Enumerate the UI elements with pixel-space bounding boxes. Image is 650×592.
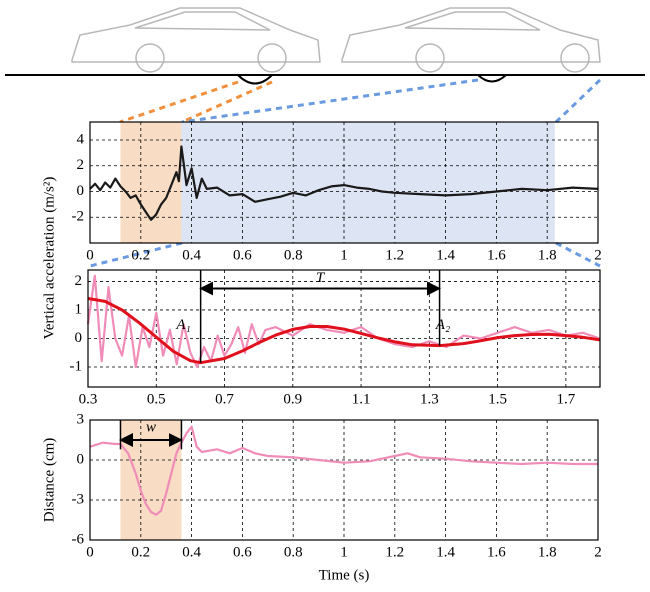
y-tick-label: 2	[75, 273, 83, 289]
annotation: T	[316, 270, 326, 286]
x-tick-label: 1.8	[538, 544, 557, 560]
x-tick-label: 0.2	[131, 247, 150, 263]
y-tick-label: -2	[72, 209, 85, 225]
x-tick-label: 0.5	[147, 391, 166, 407]
x-tick-label: 1.6	[487, 544, 506, 560]
x-tick-label: 0	[86, 247, 94, 263]
x-tick-label: 0.8	[284, 544, 303, 560]
plot-frame	[87, 269, 601, 388]
y-tick-label: 3	[77, 411, 85, 427]
x-tick-label: 1	[340, 544, 348, 560]
data-line	[89, 145, 599, 221]
x-tick-label: 0.4	[182, 544, 201, 560]
bump	[237, 74, 273, 85]
car-left	[71, 7, 321, 73]
x-tick-label: 0.2	[131, 544, 150, 560]
x-tick-label: 1.8	[538, 247, 557, 263]
y-tick-label: 1	[75, 301, 83, 317]
x-tick-label: 1.2	[385, 544, 404, 560]
data-line	[86, 274, 601, 369]
bump	[477, 74, 507, 83]
x-tick-label: 1.1	[352, 391, 371, 407]
x-tick-label: 0.6	[233, 247, 252, 263]
x-axis-label: Time (s)	[319, 567, 370, 583]
y-tick-label: 0	[77, 451, 85, 467]
annotation: A₁	[175, 317, 190, 333]
highlight-span	[120, 420, 182, 540]
x-tick-label: 2	[594, 544, 602, 560]
y-axis-label: Vertical acceleration (m/s²)	[41, 177, 57, 340]
car-right	[341, 7, 601, 73]
x-tick-label: 1.5	[488, 391, 507, 407]
y-tick-label: -6	[72, 531, 85, 547]
x-tick-label: 0.7	[215, 391, 234, 407]
x-tick-label: 1.4	[436, 544, 455, 560]
y-axis-label: Distance (cm)	[41, 438, 57, 523]
x-tick-label: 1.2	[385, 247, 404, 263]
y-tick-label: -1	[70, 358, 83, 374]
plot-frame	[89, 419, 599, 541]
y-tick-label: -3	[72, 491, 85, 507]
x-tick-label: 1.6	[487, 247, 506, 263]
annotation: A₂	[435, 317, 450, 333]
x-tick-label: 1.3	[420, 391, 439, 407]
data-line	[87, 297, 601, 365]
x-tick-label: 0	[86, 544, 94, 560]
x-tick-label: 0.9	[283, 391, 302, 407]
y-tick-label: 2	[77, 157, 85, 173]
y-tick-label: 0	[75, 330, 83, 346]
x-tick-label: 2	[594, 247, 602, 263]
connectors	[89, 78, 602, 268]
x-tick-label: 1.4	[436, 247, 455, 263]
x-tick-label: 1	[340, 247, 348, 263]
y-tick-label: 0	[77, 183, 85, 199]
plot-frame	[89, 121, 599, 244]
x-tick-label: 0.4	[182, 247, 201, 263]
x-tick-label: 0.6	[233, 544, 252, 560]
highlight-span	[181, 122, 555, 243]
x-tick-label: 0.8	[284, 247, 303, 263]
x-tick-label: 1.7	[556, 391, 575, 407]
data-line	[89, 425, 598, 516]
y-tick-label: 4	[77, 131, 85, 147]
x-tick-label: 0.3	[79, 391, 98, 407]
annotation: w	[146, 419, 156, 435]
